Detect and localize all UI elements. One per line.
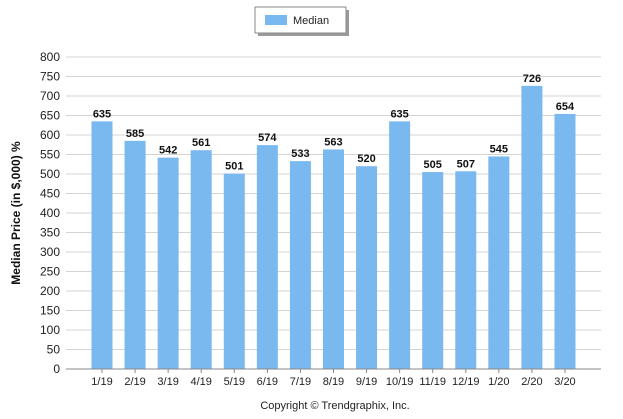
bar	[521, 85, 543, 370]
bar-value-label: 505	[424, 159, 442, 171]
y-tick-label: 750	[40, 70, 60, 84]
x-tick-label: 1/20	[488, 376, 509, 388]
bar	[91, 121, 113, 369]
bar-value-label: 635	[93, 108, 111, 120]
bar	[554, 113, 576, 369]
data-labels: 635 585 542 561 501 574 533 563 520 635 505 507 545 7…	[93, 73, 575, 173]
bar-value-label: 561	[192, 137, 210, 149]
bar-value-label: 563	[324, 136, 342, 148]
legend-label: Median	[293, 15, 329, 27]
x-tick-label: 3/20	[554, 376, 575, 388]
bar	[223, 173, 245, 369]
bar-value-label: 533	[291, 148, 309, 160]
copyright-text: Copyright © Trendgraphix, Inc.	[260, 400, 409, 412]
bar-value-label: 574	[258, 132, 277, 144]
x-tick-label: 8/19	[323, 376, 344, 388]
bar-value-label: 654	[556, 101, 575, 113]
bars	[91, 85, 576, 370]
y-tick-label: 450	[40, 187, 60, 201]
bar	[190, 150, 212, 369]
y-tick-label: 0	[53, 362, 60, 376]
bar	[488, 156, 510, 369]
legend: Median	[254, 6, 349, 36]
y-tick-label: 600	[40, 128, 60, 142]
x-tick-label: 2/20	[521, 376, 542, 388]
y-tick-label: 150	[40, 304, 60, 318]
x-tick-label: 12/19	[452, 376, 480, 388]
x-tick-label: 2/19	[124, 376, 145, 388]
bar-value-label: 520	[357, 153, 375, 165]
y-axis-title: Median Price (in $,000) %	[9, 141, 23, 285]
y-tick-label: 100	[40, 323, 60, 337]
bar-value-label: 726	[523, 73, 541, 85]
y-tick-label: 200	[40, 284, 60, 298]
x-tick-label: 5/19	[224, 376, 245, 388]
bar	[322, 149, 344, 369]
bar	[124, 140, 146, 369]
x-tick-label: 11/19	[419, 376, 446, 388]
bar	[389, 121, 411, 369]
y-tick-label: 650	[40, 109, 60, 123]
x-tick-label: 3/19	[157, 376, 178, 388]
y-tick-label: 250	[40, 265, 60, 279]
bar	[455, 171, 477, 369]
bar-value-label: 501	[225, 161, 243, 173]
x-tick-label: 7/19	[290, 376, 311, 388]
bar-value-label: 542	[159, 145, 177, 157]
y-tick-label: 800	[40, 50, 60, 64]
y-tick-label: 500	[40, 167, 60, 181]
x-axis-ticks: 1/19 2/19 3/19 4/19 5/19 6/19 7/19 8/19 9/19 10/1…	[91, 369, 576, 388]
y-tick-label: 400	[40, 206, 60, 220]
x-tick-label: 9/19	[356, 376, 377, 388]
bar	[422, 172, 444, 369]
bar	[256, 145, 278, 369]
y-tick-label: 50	[47, 343, 61, 357]
bar	[289, 161, 311, 369]
x-tick-label: 6/19	[257, 376, 278, 388]
bar-value-label: 545	[490, 143, 508, 155]
bar	[356, 166, 378, 369]
y-tick-label: 700	[40, 89, 60, 103]
y-axis-ticks: 0 50 100 150 200 250 300 350 400 450 500 550 600 650 7…	[40, 50, 60, 376]
x-tick-label: 1/19	[91, 376, 112, 388]
y-tick-label: 550	[40, 148, 60, 162]
bar	[157, 157, 179, 369]
y-tick-label: 300	[40, 245, 60, 259]
bar-value-label: 635	[390, 108, 408, 120]
x-tick-label: 10/19	[386, 376, 414, 388]
legend-swatch	[265, 15, 287, 25]
x-tick-label: 4/19	[190, 376, 211, 388]
y-tick-label: 350	[40, 226, 60, 240]
bar-value-label: 585	[126, 128, 144, 140]
bar-value-label: 507	[457, 158, 475, 170]
